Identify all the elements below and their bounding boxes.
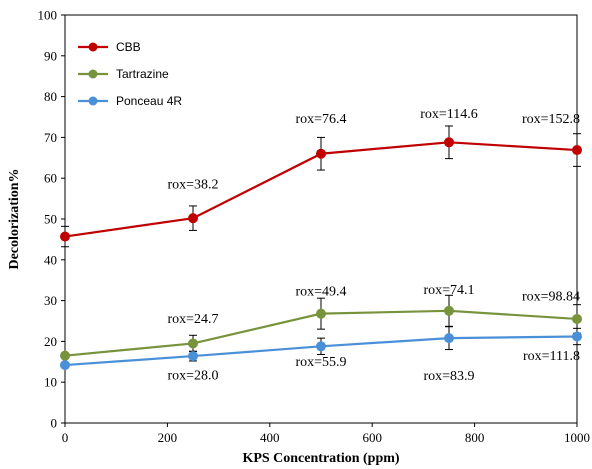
data-point <box>572 331 582 342</box>
annotations-layer: rox=38.2 rox=76.4 rox=114.6 rox=152.8 rox=24… <box>167 107 580 384</box>
legend-label: CBB <box>116 40 141 54</box>
data-point <box>572 313 582 324</box>
legend-marker <box>88 69 98 79</box>
y-tick-label: 80 <box>44 89 57 104</box>
data-point <box>572 145 582 156</box>
legend-label: Tartrazine <box>116 67 169 81</box>
x-tick-label: 0 <box>62 430 69 445</box>
y-tick-label: 10 <box>44 375 57 390</box>
data-label: rox=76.4 <box>295 112 346 127</box>
data-label: rox=114.6 <box>420 107 478 122</box>
data-point <box>316 148 326 159</box>
legend-marker <box>88 96 98 106</box>
y-axis-ticks: 0 10 20 30 40 50 60 70 80 90 100 <box>38 8 65 431</box>
series-cbb <box>60 125 582 248</box>
y-tick-label: 20 <box>44 334 57 349</box>
data-label: rox=152.8 <box>522 112 580 127</box>
data-point <box>316 308 326 319</box>
data-label: rox=74.1 <box>423 283 474 298</box>
data-label: rox=38.2 <box>167 177 218 192</box>
series-ponceau-4r <box>60 326 582 371</box>
x-tick-label: 600 <box>362 430 382 445</box>
data-point <box>444 305 454 316</box>
y-tick-label: 30 <box>44 293 57 308</box>
data-point <box>444 333 454 344</box>
data-label: rox=98.84 <box>522 290 580 305</box>
y-tick-label: 70 <box>44 130 57 145</box>
y-tick-label: 0 <box>51 416 58 431</box>
data-point <box>60 360 70 371</box>
data-label: rox=55.9 <box>295 355 346 370</box>
x-axis-ticks: 0 200 400 600 800 1000 <box>62 423 590 445</box>
y-tick-label: 100 <box>38 8 58 23</box>
legend: CBB Tartrazine Ponceau 4R <box>78 40 182 108</box>
data-point <box>60 231 70 242</box>
legend-label: Ponceau 4R <box>116 94 182 108</box>
y-tick-label: 60 <box>44 171 57 186</box>
series-layer <box>60 125 582 371</box>
y-tick-label: 90 <box>44 48 57 63</box>
x-tick-label: 200 <box>158 430 178 445</box>
x-tick-label: 800 <box>465 430 485 445</box>
plot-area <box>64 14 578 424</box>
data-point <box>188 213 198 224</box>
x-axis-title: KPS Concentration (ppm) <box>242 451 399 466</box>
data-point <box>444 137 454 148</box>
data-point <box>60 350 70 361</box>
data-label: rox=24.7 <box>167 312 218 327</box>
legend-marker <box>88 42 98 52</box>
data-label: rox=28.0 <box>167 368 218 383</box>
data-point <box>188 351 198 362</box>
series-tartrazine <box>60 294 582 361</box>
y-tick-label: 40 <box>44 252 57 267</box>
y-axis-title: Decolorization% <box>7 168 22 269</box>
data-point <box>316 341 326 352</box>
x-tick-label: 400 <box>260 430 280 445</box>
y-tick-label: 50 <box>44 212 57 227</box>
data-label: rox=83.9 <box>423 369 474 384</box>
data-label: rox=111.8 <box>523 349 580 364</box>
data-label: rox=49.4 <box>295 284 346 299</box>
data-point <box>188 338 198 349</box>
x-tick-label: 1000 <box>564 430 590 445</box>
